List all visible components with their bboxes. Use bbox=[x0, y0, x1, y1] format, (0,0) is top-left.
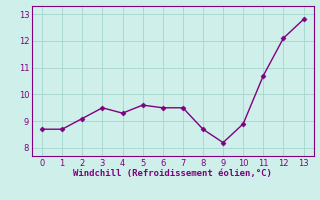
X-axis label: Windchill (Refroidissement éolien,°C): Windchill (Refroidissement éolien,°C) bbox=[73, 169, 272, 178]
